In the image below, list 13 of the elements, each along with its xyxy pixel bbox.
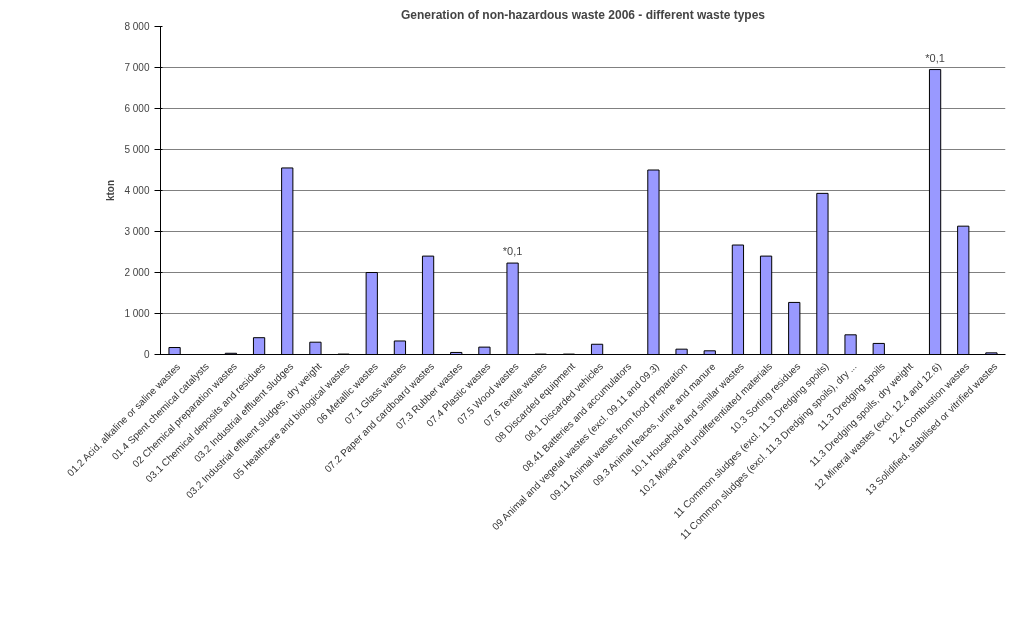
y-tick-label: 7 000 — [124, 62, 150, 73]
annotation: *0,1 — [502, 245, 523, 258]
y-tick-label: 2 000 — [124, 267, 150, 278]
annotation: *0,1 — [925, 51, 945, 64]
y-tick-label: 5 000 — [124, 144, 150, 155]
y-tick-label: 1 000 — [124, 308, 150, 319]
y-tick-label: 3 000 — [124, 226, 150, 237]
y-tick-label: 0 — [143, 349, 150, 360]
y-tick-label: 8 000 — [124, 21, 150, 32]
y-tick-label: 6 000 — [124, 103, 150, 114]
chart-title: Generation of non-hazardous waste 2006 - different waste types — [400, 7, 766, 22]
y-tick-label: 4 000 — [124, 185, 150, 196]
y-axis-title: kton — [105, 179, 117, 202]
